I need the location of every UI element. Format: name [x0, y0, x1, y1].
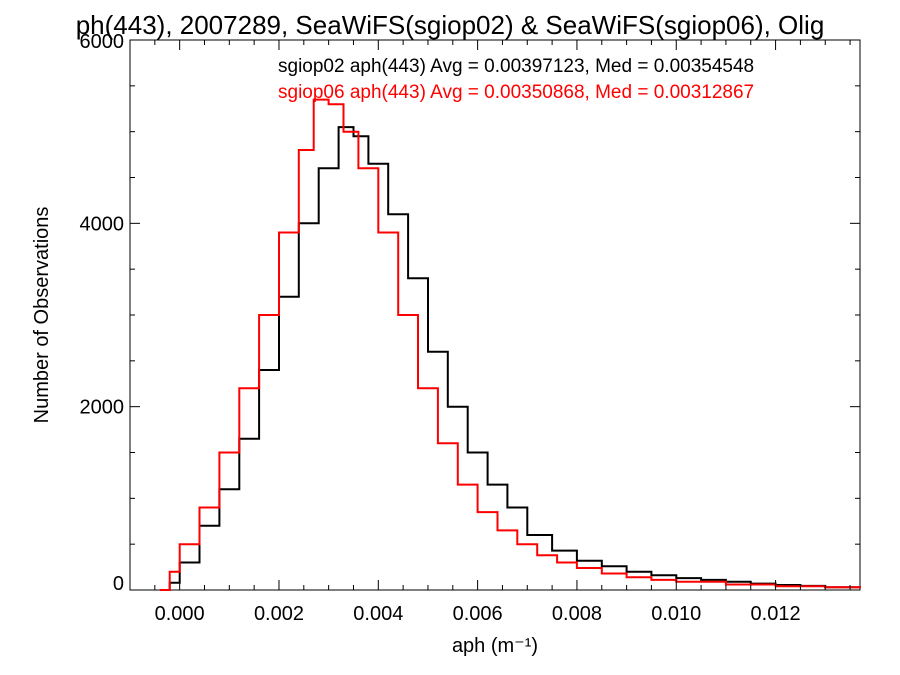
series-line-sgiop02: [164, 126, 861, 591]
x-tick-label: 0.008: [552, 603, 602, 625]
y-tick-label: 2000: [80, 397, 125, 419]
x-tick-label: 0.000: [155, 603, 205, 625]
legend-entry-sgiop06: sgiop06 aph(443) Avg = 0.00350868, Med =…: [278, 82, 754, 103]
y-tick-label: 0: [113, 573, 124, 595]
legend-entry-sgiop02: sgiop02 aph(443) Avg = 0.00397123, Med =…: [278, 56, 754, 77]
x-tick-label: 0.012: [751, 603, 801, 625]
chart-title: ph(443), 2007289, SeaWiFS(sgiop02) & Sea…: [76, 10, 825, 40]
x-tick-label: 0.004: [353, 603, 403, 625]
series-line-sgiop06: [159, 98, 861, 591]
y-axis-label: Number of Observations: [31, 207, 53, 424]
ticks-layer: 0.000 0.002 0.004 0.006 0.008 0.010 0.012 0 2000…: [80, 31, 860, 625]
series-layer: [159, 98, 861, 591]
x-tick-label: 0.002: [254, 603, 304, 625]
x-tick-label: 0.006: [453, 603, 503, 625]
y-tick-label: 4000: [80, 213, 125, 235]
x-axis-label: aph (m⁻¹): [452, 635, 538, 657]
y-tick-label: 6000: [80, 31, 125, 53]
x-tick-label: 0.010: [651, 603, 701, 625]
plot-frame: [129, 39, 861, 591]
